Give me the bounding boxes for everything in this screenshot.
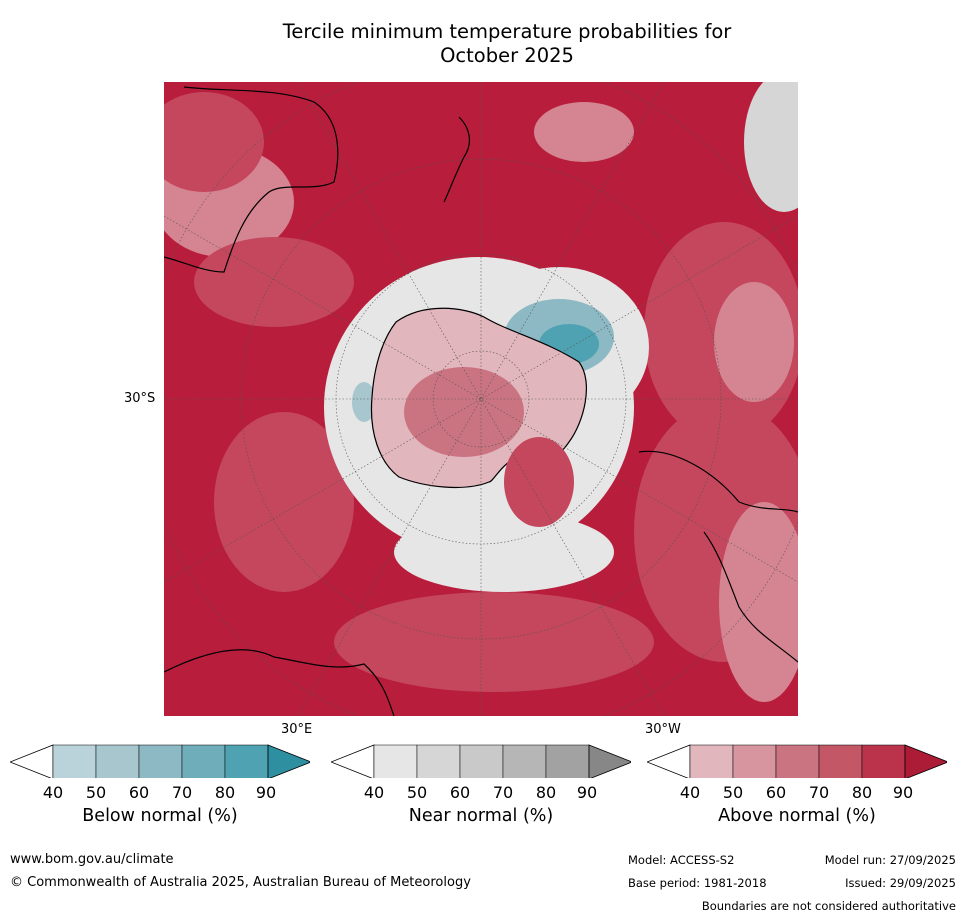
australia-coast xyxy=(164,86,339,273)
colorbar-extension-low xyxy=(331,744,375,778)
tick-label: 50 xyxy=(85,783,107,802)
tick-label: 90 xyxy=(892,783,914,802)
colorbar-near-graphic xyxy=(331,744,631,778)
model-run-text: Model run: 27/09/2025 xyxy=(824,853,956,867)
colorbar-segment xyxy=(689,744,734,778)
polar-map xyxy=(164,82,798,716)
base-period-text: Base period: 1981-2018 xyxy=(628,876,767,890)
south-america-coast xyxy=(638,450,798,663)
patch-above-light xyxy=(534,102,634,162)
disclaimer-text: Boundaries are not considered authoritat… xyxy=(701,899,956,913)
colorbar-segment xyxy=(416,744,461,778)
colorbar-near-normal xyxy=(331,744,631,778)
tick-label: 90 xyxy=(576,783,598,802)
tick-label: 70 xyxy=(171,783,193,802)
colorbar-extension-high xyxy=(267,744,310,778)
website-link[interactable]: www.bom.gov.au/climate xyxy=(10,852,174,867)
colorbar-below-normal xyxy=(10,744,310,778)
title-line-2: October 2025 xyxy=(440,44,574,67)
colorbar-extension-low xyxy=(10,744,54,778)
colorbar-above-normal xyxy=(647,744,947,778)
model-text: Model: ACCESS-S2 xyxy=(628,853,735,867)
colorbar-segment xyxy=(502,744,547,778)
tick-label: 50 xyxy=(406,783,428,802)
africa-coast xyxy=(164,649,395,716)
new-zealand-coast xyxy=(443,116,471,203)
tick-label: 70 xyxy=(808,783,830,802)
tick-label: 80 xyxy=(214,783,236,802)
tick-label: 60 xyxy=(128,783,150,802)
colorbar-segment xyxy=(545,744,590,778)
colorbar-segment xyxy=(818,744,863,778)
latitude-label: 30°S xyxy=(124,391,156,406)
tick-label: 90 xyxy=(255,783,277,802)
tick-label: 40 xyxy=(679,783,701,802)
tick-label: 40 xyxy=(363,783,385,802)
map-canvas xyxy=(164,82,798,716)
colorbar-segment xyxy=(732,744,777,778)
colorbar-segment xyxy=(775,744,820,778)
colorbar-extension-high xyxy=(904,744,947,778)
antarctica-above-patch xyxy=(404,367,524,457)
tick-label: 40 xyxy=(42,783,64,802)
colorbar-extension-high xyxy=(588,744,631,778)
weddell-above-patch xyxy=(504,437,574,527)
tick-label: 60 xyxy=(765,783,787,802)
colorbar-segment xyxy=(95,744,140,778)
tick-label: 50 xyxy=(722,783,744,802)
patch-above-mid xyxy=(194,237,354,327)
patch-above-mid xyxy=(334,592,654,692)
patch-above-mid xyxy=(164,92,264,192)
issued-text: Issued: 29/09/2025 xyxy=(845,876,956,890)
tick-label: 80 xyxy=(851,783,873,802)
graticule xyxy=(164,82,798,716)
patch-above-mid xyxy=(214,412,354,592)
colorbar-segment xyxy=(861,744,906,778)
colorbar-near-label: Near normal (%) xyxy=(408,806,554,826)
longitude-label-east: 30°E xyxy=(281,722,313,737)
patch-above-light xyxy=(719,502,798,702)
title-line-1: Tercile minimum temperature probabilitie… xyxy=(282,20,732,43)
colorbar-segment xyxy=(459,744,504,778)
copyright-text: © Commonwealth of Australia 2025, Austra… xyxy=(10,875,471,890)
map-title: Tercile minimum temperature probabilitie… xyxy=(0,20,965,68)
colorbar-segment xyxy=(138,744,183,778)
colorbar-segment xyxy=(373,744,418,778)
longitude-label-west: 30°W xyxy=(645,722,681,737)
colorbar-extension-low xyxy=(647,744,691,778)
tick-label: 80 xyxy=(535,783,557,802)
colorbar-segment xyxy=(181,744,226,778)
colorbar-segment xyxy=(224,744,269,778)
tick-label: 70 xyxy=(492,783,514,802)
coastlines xyxy=(164,86,798,716)
colorbar-below-label: Below normal (%) xyxy=(82,806,238,826)
patch-above-light xyxy=(714,282,794,402)
colorbar-below-graphic xyxy=(10,744,310,778)
patch-near-corner xyxy=(744,82,798,212)
colorbar-above-label: Above normal (%) xyxy=(718,806,876,826)
below-normal-small xyxy=(352,382,376,422)
near-normal-ring xyxy=(394,512,614,592)
colorbar-above-graphic xyxy=(647,744,947,778)
colorbar-segment xyxy=(52,744,97,778)
tick-label: 60 xyxy=(449,783,471,802)
